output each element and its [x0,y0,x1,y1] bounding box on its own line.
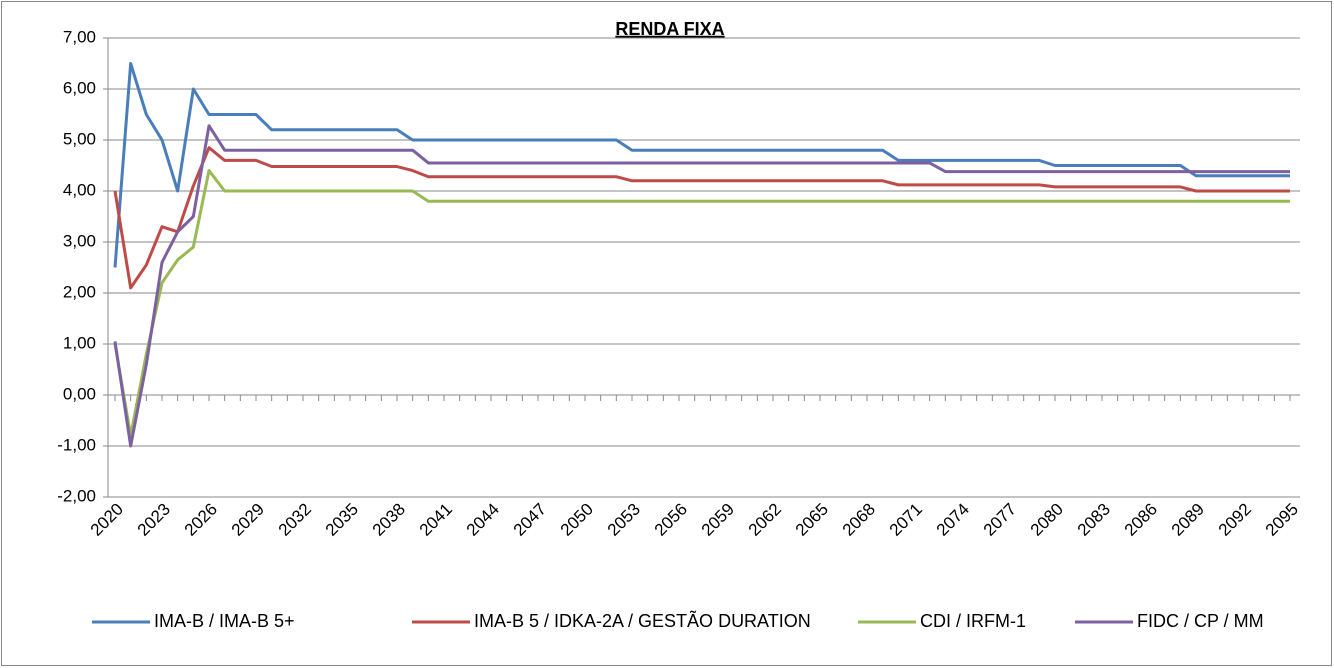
y-tick-label: 6,00 [63,78,96,97]
y-tick-label: -1,00 [57,435,96,454]
legend-label: CDI / IRFM-1 [920,611,1026,631]
y-tick-label: -2,00 [57,486,96,505]
y-tick-label: 2,00 [63,282,96,301]
series-line [113,124,1290,448]
y-tick-label: 5,00 [63,129,96,148]
legend-label: FIDC / CP / MM [1137,611,1264,631]
legend-label: IMA-B / IMA-B 5+ [154,611,295,631]
series-line [113,146,1290,290]
y-tick-label: 3,00 [63,231,96,250]
y-tick-label: 0,00 [63,384,96,403]
y-tick-label: 1,00 [63,333,96,352]
legend-label: IMA-B 5 / IDKA-2A / GESTÃO DURATION [474,610,811,631]
y-tick-label: 7,00 [63,27,96,46]
series-line [113,62,1290,268]
y-tick-label: 4,00 [63,180,96,199]
series-line [113,169,1290,438]
chart-title: RENDA FIXA [615,19,724,39]
